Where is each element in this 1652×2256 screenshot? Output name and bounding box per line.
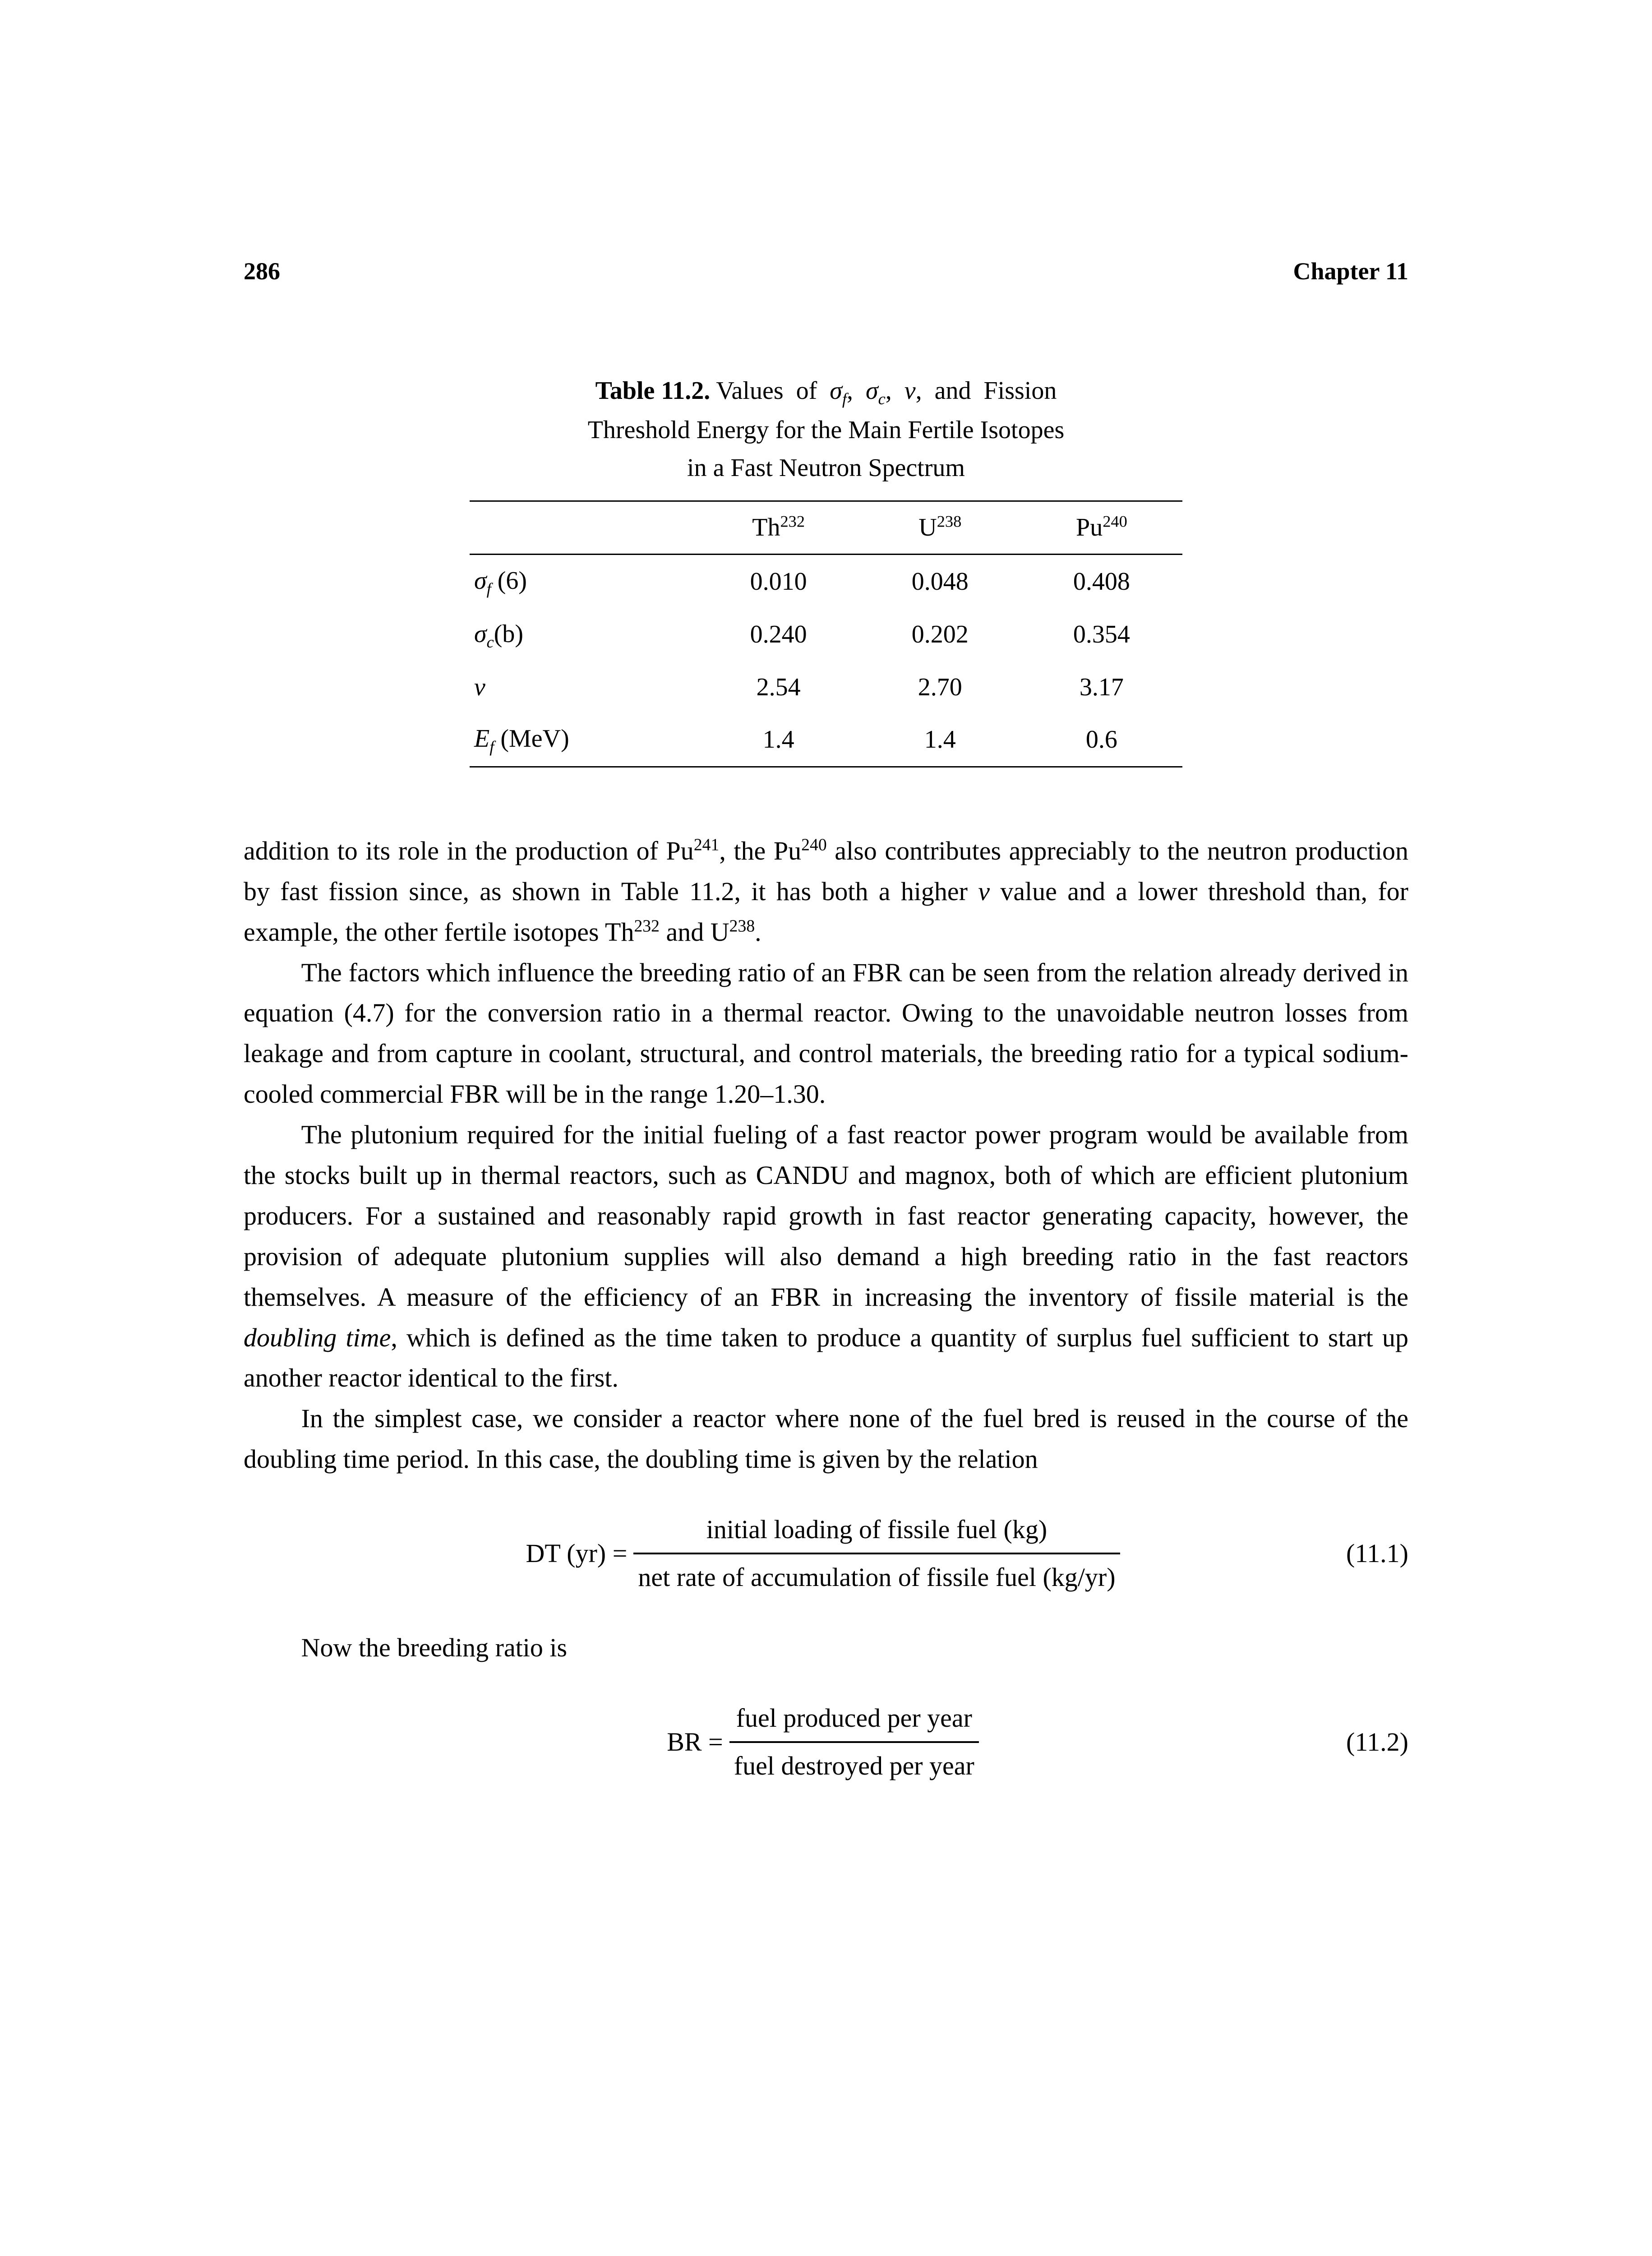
paragraph-3: The plutonium required for the initial f… bbox=[244, 1114, 1408, 1398]
eq1-fraction: initial loading of fissile fuel (kg) net… bbox=[633, 1507, 1120, 1600]
row-label-nu: ν bbox=[470, 661, 698, 713]
table-cell: 0.048 bbox=[859, 555, 1021, 608]
paragraph-1: addition to its role in the production o… bbox=[244, 831, 1408, 952]
paragraph-4: In the simplest case, we consider a reac… bbox=[244, 1398, 1408, 1479]
table-caption-text-1: Values of σf, σc, ν, and Fission bbox=[716, 377, 1057, 405]
table-caption-text-3: in a Fast Neutron Spectrum bbox=[687, 454, 965, 482]
table-cell: 3.17 bbox=[1021, 661, 1182, 713]
eq1-denominator: net rate of accumulation of fissile fuel… bbox=[633, 1553, 1120, 1600]
table-cell: 2.70 bbox=[859, 661, 1021, 713]
eq2-lhs: BR = bbox=[667, 1722, 723, 1762]
col-u238: U238 bbox=[859, 501, 1021, 555]
row-label-sigma-f: σf (6) bbox=[470, 555, 698, 608]
equation-11-1: DT (yr) = initial loading of fissile fue… bbox=[244, 1507, 1408, 1600]
eq1-lhs: DT (yr) = bbox=[526, 1533, 627, 1574]
eq2-denominator: fuel destroyed per year bbox=[729, 1741, 979, 1789]
page-header: 286 Chapter 11 bbox=[244, 253, 1408, 291]
table-cell: 0.6 bbox=[1021, 713, 1182, 767]
equation-11-2: BR = fuel produced per year fuel destroy… bbox=[244, 1695, 1408, 1789]
table-cell: 0.202 bbox=[859, 608, 1021, 661]
row-label-sigma-c: σc(b) bbox=[470, 608, 698, 661]
row-label-ef: Ef (MeV) bbox=[470, 713, 698, 767]
table-cell: 0.354 bbox=[1021, 608, 1182, 661]
page-number: 286 bbox=[244, 253, 280, 291]
eq1-number: (11.1) bbox=[1346, 1533, 1408, 1574]
table-cell: 1.4 bbox=[698, 713, 859, 767]
col-th232: Th232 bbox=[698, 501, 859, 555]
chapter-label: Chapter 11 bbox=[1293, 253, 1408, 291]
col-pu240: Pu240 bbox=[1021, 501, 1182, 555]
table-row: σc(b) 0.240 0.202 0.354 bbox=[470, 608, 1182, 661]
table-cell: 1.4 bbox=[859, 713, 1021, 767]
eq2-fraction: fuel produced per year fuel destroyed pe… bbox=[729, 1695, 979, 1789]
table-caption-number: Table 11.2. bbox=[595, 377, 711, 405]
table-11-2: Table 11.2. Values of σf, σc, ν, and Fis… bbox=[470, 372, 1182, 767]
table-cell: 2.54 bbox=[698, 661, 859, 713]
table-cell: 0.408 bbox=[1021, 555, 1182, 608]
table-caption-text-2: Threshold Energy for the Main Fertile Is… bbox=[588, 416, 1065, 444]
table-cell: 0.010 bbox=[698, 555, 859, 608]
eq2-numerator: fuel produced per year bbox=[732, 1695, 977, 1741]
eq2-number: (11.2) bbox=[1346, 1722, 1408, 1762]
table-row: Ef (MeV) 1.4 1.4 0.6 bbox=[470, 713, 1182, 767]
table-caption: Table 11.2. Values of σf, σc, ν, and Fis… bbox=[470, 372, 1182, 487]
table-cell: 0.240 bbox=[698, 608, 859, 661]
paragraph-2: The factors which influence the breeding… bbox=[244, 952, 1408, 1115]
table-row: ν 2.54 2.70 3.17 bbox=[470, 661, 1182, 713]
data-table: Th232 U238 Pu240 σf (6) 0.010 0.048 0.40… bbox=[470, 500, 1182, 767]
table-row: σf (6) 0.010 0.048 0.408 bbox=[470, 555, 1182, 608]
page: 286 Chapter 11 Table 11.2. Values of σf,… bbox=[0, 0, 1652, 2256]
paragraph-5: Now the breeding ratio is bbox=[244, 1627, 1408, 1668]
eq1-numerator: initial loading of fissile fuel (kg) bbox=[702, 1507, 1052, 1553]
